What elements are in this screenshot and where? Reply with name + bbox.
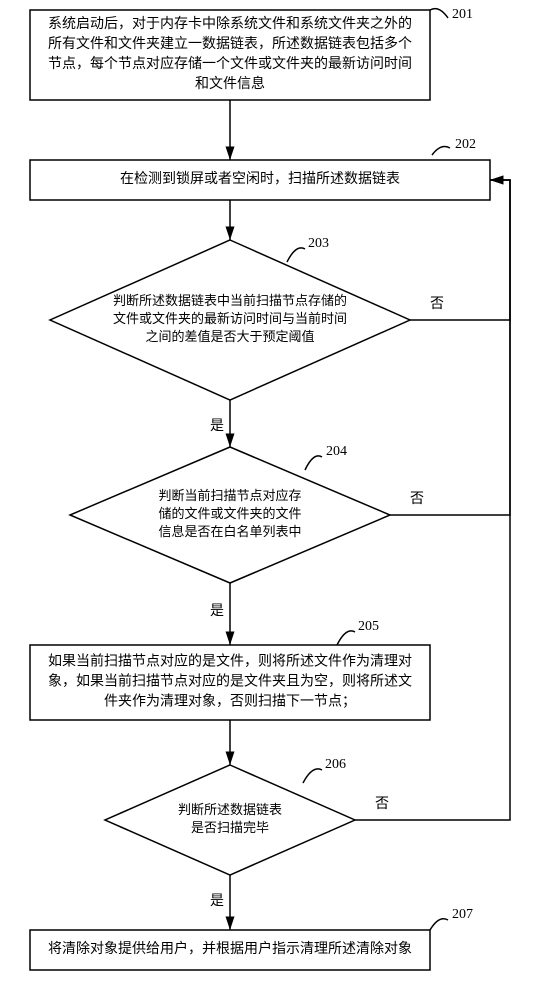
- node-text: 文件或文件夹的最新访问时间与当前时间: [113, 311, 347, 326]
- edge-8: [355, 180, 510, 820]
- step-label-202: 202: [432, 137, 476, 155]
- step-number: 203: [308, 236, 329, 251]
- node-text: 判断当前扫描节点对应存: [158, 488, 301, 503]
- node-text: 如果当前扫描节点对应的是文件，则将所述文件作为清理对: [48, 653, 412, 670]
- step-number: 202: [455, 137, 476, 152]
- nodes-layer: 系统启动后，对于内存卡中除系统文件和系统文件夹之外的所有文件和文件夹建立一数据链…: [30, 10, 490, 970]
- node-text: 判断所述数据链表: [178, 802, 282, 817]
- node-text: 象，如果当前扫描节点对应的是文件夹且为空，则将所述文: [48, 673, 412, 690]
- edge-7: [390, 180, 510, 515]
- node-205: 如果当前扫描节点对应的是文件，则将所述文件作为清理对象，如果当前扫描节点对应的是…: [30, 645, 430, 720]
- node-202: 在检测到锁屏或者空闲时，扫描所述数据链表: [30, 160, 490, 200]
- node-206: 判断所述数据链表是否扫描完毕: [105, 765, 355, 875]
- step-label-205: 205: [337, 619, 379, 645]
- step-number: 204: [326, 444, 347, 459]
- node-text: 所有文件和文件夹建立一数据链表，所述数据链表包括多个: [48, 35, 412, 52]
- step-label-207: 207: [430, 907, 473, 930]
- node-207: 将清除对象提供给用户，并根据用户指示清理所述清除对象: [30, 930, 430, 970]
- edge-label: 否: [375, 797, 389, 812]
- edge-label: 否: [430, 297, 444, 312]
- step-number: 205: [358, 619, 379, 634]
- node-text: 和文件信息: [195, 75, 265, 92]
- node-201: 系统启动后，对于内存卡中除系统文件和系统文件夹之外的所有文件和文件夹建立一数据链…: [30, 10, 430, 100]
- node-text: 将清除对象提供给用户，并根据用户指示清理所述清除对象: [48, 940, 412, 957]
- step-label-204: 204: [305, 444, 347, 470]
- node-text: 件夹作为清理对象，否则扫描下一节点；: [104, 694, 356, 710]
- step-labels-layer: 201 202 203 204 205 206 207: [287, 7, 476, 930]
- node-text: 是否扫描完毕: [191, 820, 269, 835]
- step-label-206: 206: [303, 757, 346, 783]
- node-text: 系统启动后，对于内存卡中除系统文件和系统文件夹之外的: [48, 16, 412, 32]
- step-number: 201: [452, 7, 473, 22]
- node-text: 储的文件或文件夹的文件: [158, 506, 301, 521]
- step-label-201: 201: [430, 7, 473, 22]
- edge-label: 是: [210, 604, 224, 619]
- node-text: 节点，每个节点对应存储一个文件或文件夹的最新访问时间: [48, 55, 412, 72]
- edge-label: 是: [210, 894, 224, 909]
- node-text: 信息是否在白名单列表中: [158, 524, 301, 539]
- node-text: 判断所述数据链表中当前扫描节点存储的: [113, 293, 347, 308]
- node-204: 判断当前扫描节点对应存储的文件或文件夹的文件信息是否在白名单列表中: [70, 447, 390, 583]
- node-text: 在检测到锁屏或者空闲时，扫描所述数据链表: [120, 171, 400, 187]
- edge-label: 否: [410, 492, 424, 507]
- step-number: 207: [452, 907, 473, 922]
- edge-6: [410, 180, 510, 320]
- step-label-203: 203: [287, 236, 329, 262]
- step-number: 206: [325, 757, 346, 772]
- edge-label: 是: [210, 419, 224, 434]
- node-203: 判断所述数据链表中当前扫描节点存储的文件或文件夹的最新访问时间与当前时间之间的差…: [50, 240, 410, 400]
- node-text: 之间的差值是否大于预定阈值: [145, 329, 314, 344]
